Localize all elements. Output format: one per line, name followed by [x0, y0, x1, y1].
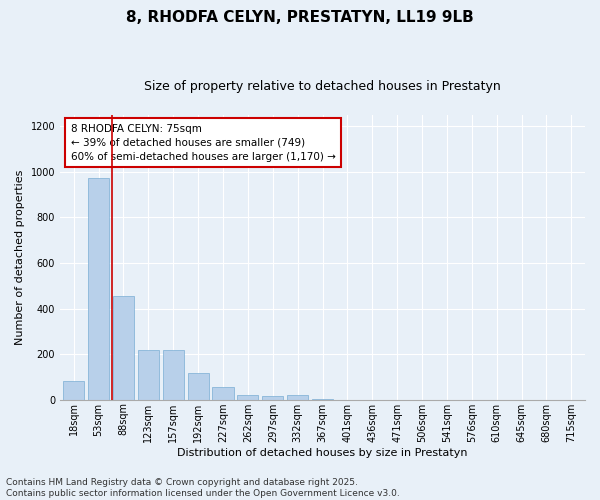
Bar [262, 396, 283, 400]
Text: Contains HM Land Registry data © Crown copyright and database right 2025.
Contai: Contains HM Land Registry data © Crown c… [6, 478, 400, 498]
Text: 8 RHODFA CELYN: 75sqm
← 39% of detached houses are smaller (749)
60% of semi-det: 8 RHODFA CELYN: 75sqm ← 39% of detached … [71, 124, 335, 162]
Bar [113, 296, 134, 400]
Bar [163, 350, 184, 400]
Bar [63, 382, 84, 400]
Bar [212, 387, 233, 400]
Bar [88, 178, 109, 400]
Bar [138, 350, 159, 400]
X-axis label: Distribution of detached houses by size in Prestatyn: Distribution of detached houses by size … [177, 448, 468, 458]
Bar [238, 395, 259, 400]
Bar [188, 374, 209, 400]
Text: 8, RHODFA CELYN, PRESTATYN, LL19 9LB: 8, RHODFA CELYN, PRESTATYN, LL19 9LB [126, 10, 474, 25]
Title: Size of property relative to detached houses in Prestatyn: Size of property relative to detached ho… [144, 80, 501, 93]
Y-axis label: Number of detached properties: Number of detached properties [15, 170, 25, 345]
Bar [287, 395, 308, 400]
Bar [312, 398, 333, 400]
